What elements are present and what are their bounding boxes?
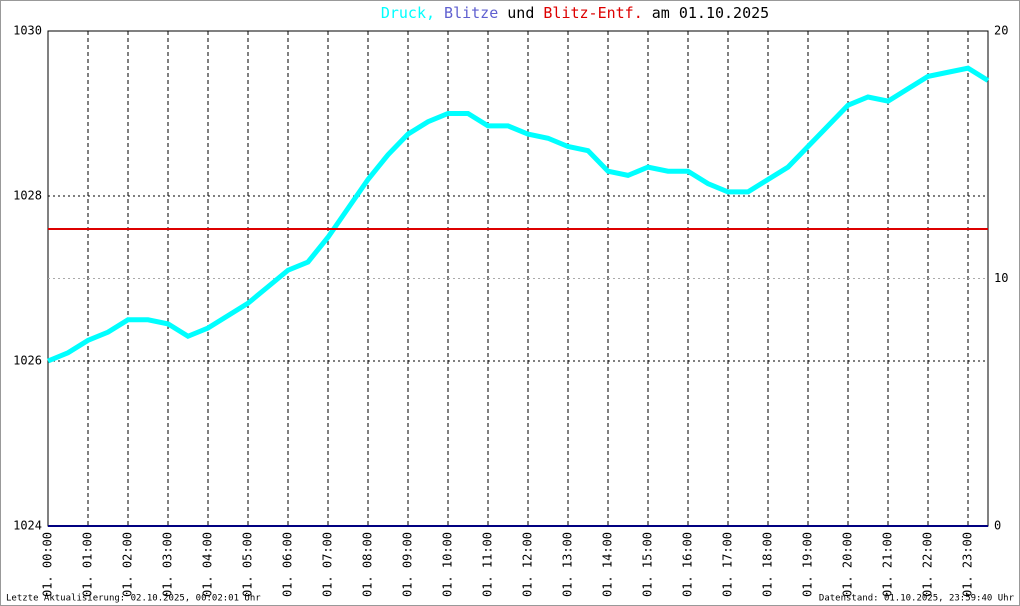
y2-tick-label: 10 xyxy=(994,271,1008,285)
x-tick-label: 01. 05:00 xyxy=(241,532,255,597)
y2-tick-label: 0 xyxy=(994,519,1001,533)
series-line xyxy=(47,65,990,364)
title-series-name: Druck xyxy=(381,4,426,22)
y-tick-label: 1028 xyxy=(13,189,42,203)
x-tick-label: 01. 06:00 xyxy=(281,532,295,597)
title-separator: , xyxy=(426,4,435,22)
y-tick-label: 1026 xyxy=(13,354,42,368)
x-tick-label: 01. 03:00 xyxy=(161,532,175,597)
y2-tick-label: 20 xyxy=(994,24,1008,38)
y-tick-label: 1024 xyxy=(13,519,42,533)
x-tick-label: 01. 18:00 xyxy=(761,532,775,597)
chart-title: Druck, Blitze und Blitz-Entf. am 01.10.2… xyxy=(381,4,769,22)
x-tick-label: 01. 01:00 xyxy=(81,532,95,597)
x-tick-label: 01. 00:00 xyxy=(41,532,55,597)
footer-right: Datenstand: 01.10.2025, 23:59:40 Uhr xyxy=(819,594,1015,604)
x-tick-label: 01. 23:00 xyxy=(961,532,975,597)
x-tick-label: 01. 12:00 xyxy=(521,532,535,597)
title-series-name: Blitz-Entf. xyxy=(543,4,642,22)
footer-left: Letzte Aktualisierung: 02.10.2025, 00:02… xyxy=(6,594,261,604)
x-tick-label: 01. 15:00 xyxy=(641,532,655,597)
x-tick-label: 01. 20:00 xyxy=(841,532,855,597)
x-tick-label: 01. 08:00 xyxy=(361,532,375,597)
x-tick-label: 01. 22:00 xyxy=(921,532,935,597)
title-separator: und xyxy=(507,4,534,22)
x-tick-label: 01. 19:00 xyxy=(801,532,815,597)
x-tick-label: 01. 21:00 xyxy=(881,532,895,597)
x-tick-label: 01. 02:00 xyxy=(121,532,135,597)
x-tick-label: 01. 07:00 xyxy=(321,532,335,597)
title-separator: am 01.10.2025 xyxy=(652,4,769,22)
x-tick-label: 01. 10:00 xyxy=(441,532,455,597)
x-tick-label: 01. 17:00 xyxy=(721,532,735,597)
title-series-name: Blitze xyxy=(444,4,498,22)
x-tick-label: 01. 16:00 xyxy=(681,532,695,597)
x-tick-label: 01. 04:00 xyxy=(201,532,215,597)
y-tick-label: 1030 xyxy=(13,24,42,38)
x-tick-label: 01. 13:00 xyxy=(561,532,575,597)
x-tick-label: 01. 11:00 xyxy=(481,532,495,597)
x-tick-label: 01. 09:00 xyxy=(401,532,415,597)
x-tick-label: 01. 14:00 xyxy=(601,532,615,597)
